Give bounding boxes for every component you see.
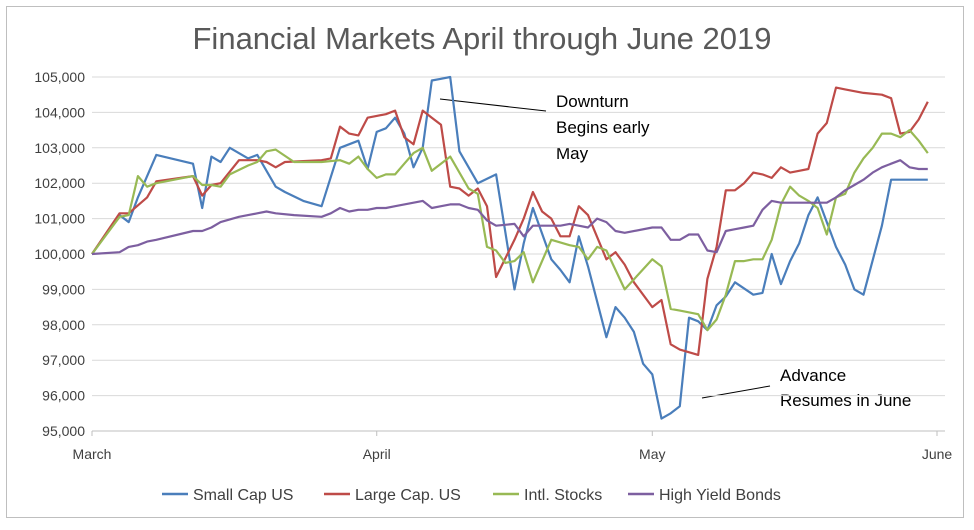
x-tick-label: April	[363, 446, 391, 462]
y-tick-label: 97,000	[42, 352, 85, 368]
legend-item: Intl. Stocks	[493, 487, 602, 504]
y-tick-label: 100,000	[34, 246, 85, 262]
y-tick-label: 95,000	[42, 423, 85, 439]
y-tick-label: 101,000	[34, 211, 85, 227]
chart-frame	[6, 6, 964, 518]
series-line	[91, 129, 929, 332]
y-tick-label: 99,000	[42, 281, 85, 297]
legend-label: High Yield Bonds	[659, 487, 781, 504]
x-tick-label: May	[639, 446, 665, 462]
annotation-downturn-line1: Downturn	[556, 92, 629, 111]
y-tick-label: 104,000	[34, 104, 85, 120]
series-line	[91, 86, 929, 356]
legend-item: Large Cap. US	[324, 487, 461, 504]
x-tick-label: March	[73, 446, 112, 462]
chart-title: Financial Markets April through June 201…	[193, 21, 772, 56]
legend-item: Small Cap US	[162, 487, 293, 504]
y-tick-label: 96,000	[42, 388, 85, 404]
y-tick-label: 102,000	[34, 175, 85, 191]
series-line	[91, 75, 928, 420]
annotation-downturn-line2: Begins early	[556, 118, 650, 137]
annotation-advance-line1: Advance	[780, 366, 846, 385]
y-tick-label: 105,000	[34, 69, 85, 85]
y-tick-label: 103,000	[34, 140, 85, 156]
y-tick-label: 98,000	[42, 317, 85, 333]
annotation-advance-leader	[701, 385, 771, 399]
legend-label: Large Cap. US	[355, 487, 461, 504]
legend-label: Intl. Stocks	[524, 487, 602, 504]
x-tick-label: June	[922, 446, 953, 462]
annotation-advance-line2: Resumes in June	[780, 391, 911, 410]
annotation-downturn-line3: May	[556, 144, 589, 163]
legend-item: High Yield Bonds	[628, 487, 781, 504]
legend-label: Small Cap US	[193, 487, 293, 504]
series-line	[91, 159, 928, 256]
annotation-downturn-leader	[439, 98, 547, 112]
